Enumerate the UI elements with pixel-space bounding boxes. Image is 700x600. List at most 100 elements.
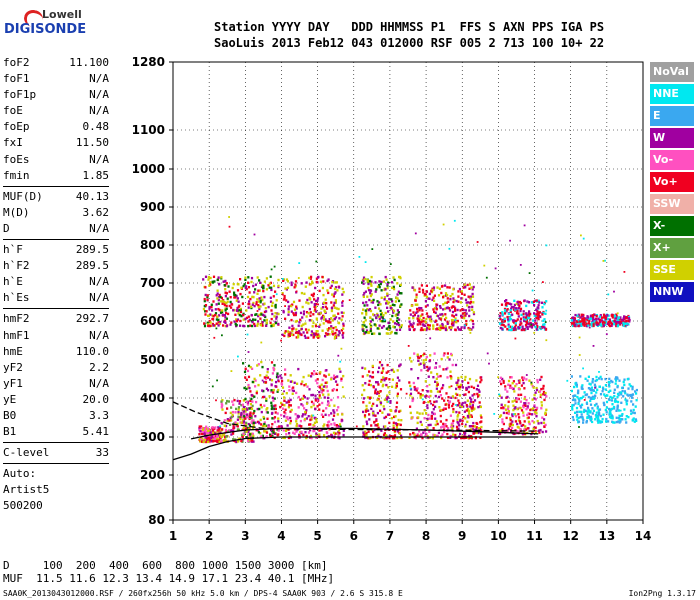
echo-point — [235, 318, 238, 321]
echo-point — [318, 396, 321, 399]
echo-point — [435, 303, 438, 306]
autoscale-line: Artist5 — [3, 483, 50, 497]
echo-point — [526, 300, 529, 303]
echo-point — [517, 426, 520, 429]
echo-point — [439, 306, 442, 310]
echo-point — [385, 327, 388, 330]
echo-point — [206, 296, 209, 299]
echo-point — [522, 313, 525, 316]
echo-point — [226, 418, 229, 421]
echo-point — [253, 395, 256, 398]
echo-point — [519, 320, 522, 323]
echo-point — [498, 432, 501, 436]
echo-point — [295, 307, 298, 310]
echo-point — [538, 301, 541, 304]
echo-point — [277, 429, 280, 432]
echo-point — [239, 417, 242, 421]
echo-point — [310, 293, 313, 297]
echo-point — [370, 299, 373, 303]
echo-point — [333, 336, 337, 339]
echo-point — [472, 301, 475, 304]
param-value: 289.5 — [75, 259, 109, 273]
echo-point — [425, 328, 428, 332]
echo-point — [250, 305, 253, 308]
echo-point — [579, 416, 582, 419]
echo-point — [217, 429, 220, 432]
echo-point — [268, 395, 271, 398]
echo-point — [342, 324, 345, 327]
echo-point — [587, 322, 591, 325]
echo-point — [526, 325, 529, 329]
echo-point — [247, 276, 250, 279]
echo-point — [283, 396, 286, 399]
echo-point — [366, 308, 369, 311]
echo-point — [301, 380, 304, 383]
echo-point — [274, 303, 277, 307]
echo-point — [243, 283, 246, 286]
echo-point — [597, 420, 600, 423]
echo-point — [297, 334, 300, 337]
echo-point — [452, 288, 455, 291]
echo-point — [237, 428, 240, 431]
echo-point — [441, 433, 444, 436]
echo-point — [295, 305, 298, 308]
echo-point — [369, 316, 372, 319]
echo-point — [571, 404, 574, 407]
echo-point — [304, 285, 307, 288]
echo-point — [379, 282, 382, 286]
stray-echo-point — [358, 256, 361, 258]
echo-point — [302, 375, 305, 379]
echo-point — [338, 432, 341, 435]
echo-point — [417, 377, 420, 380]
echo-point — [388, 413, 391, 416]
echo-point — [538, 311, 541, 314]
stray-echo-point — [405, 392, 408, 395]
echo-point — [205, 440, 208, 444]
echo-point — [617, 400, 620, 404]
echo-point — [522, 310, 525, 313]
param-label: h`F — [3, 243, 23, 257]
echo-point — [208, 307, 211, 310]
echo-point — [608, 381, 611, 384]
echo-point — [579, 404, 582, 408]
echo-point — [205, 427, 208, 431]
echo-point — [385, 332, 388, 335]
echo-point — [586, 317, 589, 320]
echo-point — [224, 279, 227, 283]
echo-point — [272, 388, 275, 392]
echo-point — [416, 303, 419, 306]
echo-point — [435, 306, 438, 309]
stray-echo-point — [598, 371, 600, 373]
echo-point — [274, 306, 277, 309]
echo-point — [396, 392, 399, 395]
param-value: 110.0 — [75, 344, 109, 358]
echo-point — [270, 401, 273, 404]
echo-point — [212, 317, 215, 321]
echo-point — [366, 295, 369, 298]
echo-point — [365, 313, 368, 316]
echo-point — [449, 436, 452, 439]
echo-point — [587, 410, 591, 413]
echo-point — [595, 416, 598, 419]
echo-point — [220, 276, 223, 279]
echo-point — [594, 414, 597, 417]
echo-point — [263, 404, 266, 407]
echo-point — [584, 393, 587, 397]
echo-point — [395, 296, 398, 300]
param-label: yF1 — [3, 376, 23, 390]
echo-point — [586, 319, 589, 322]
echo-point — [473, 393, 476, 396]
echo-point — [225, 430, 228, 433]
echo-point — [372, 313, 375, 316]
echo-point — [510, 307, 513, 310]
echo-point — [444, 292, 448, 295]
echo-point — [241, 415, 244, 419]
echo-point — [364, 277, 367, 281]
echo-point — [340, 318, 343, 321]
echo-point — [579, 375, 582, 378]
echo-point — [506, 395, 509, 399]
echo-point — [249, 433, 252, 436]
echo-point — [209, 281, 212, 284]
echo-point — [515, 311, 519, 315]
echo-point — [589, 403, 593, 406]
